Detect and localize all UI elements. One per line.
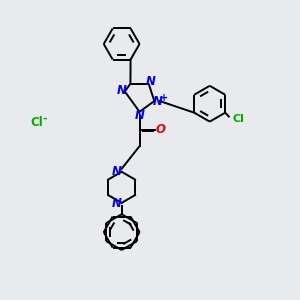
Text: N: N (153, 94, 163, 107)
Text: N: N (135, 109, 145, 122)
Text: N: N (116, 84, 126, 97)
Text: Cl: Cl (30, 116, 43, 129)
Text: +: + (160, 93, 168, 103)
Text: N: N (112, 197, 122, 210)
Text: N: N (112, 165, 122, 178)
Text: Cl: Cl (233, 114, 244, 124)
Text: O: O (156, 123, 166, 136)
Text: -: - (43, 114, 47, 124)
Text: N: N (146, 75, 156, 88)
